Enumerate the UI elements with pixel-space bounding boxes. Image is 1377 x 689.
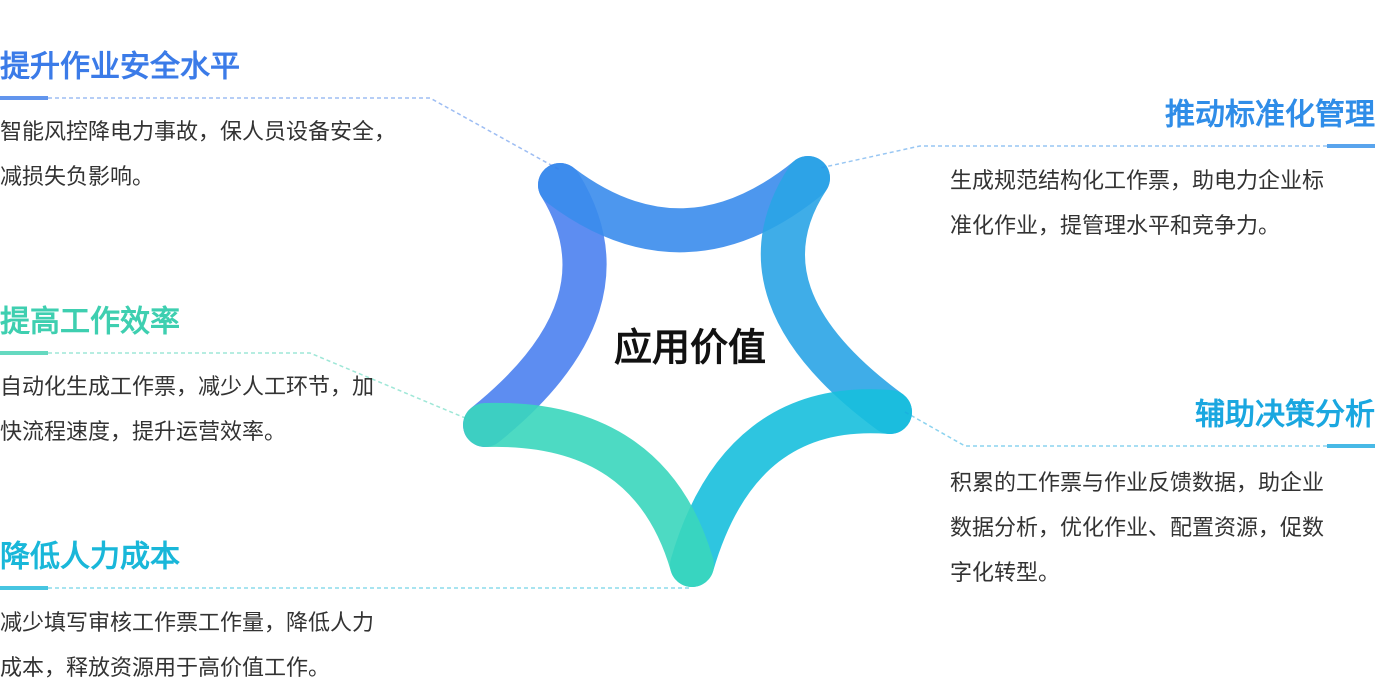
star-arc xyxy=(670,389,912,587)
title-underline xyxy=(0,586,48,590)
item-title: 提升作业安全水平 xyxy=(0,50,240,85)
title-underline xyxy=(0,351,48,355)
star-arc xyxy=(463,402,714,587)
item-description: 生成规范结构化工作票，助电力企业标 xyxy=(950,169,1324,194)
title-underline xyxy=(1327,144,1375,148)
connector xyxy=(819,145,1327,169)
item-description: 智能风控降电力事故，保人员设备安全， xyxy=(0,120,396,145)
star-arc xyxy=(463,163,607,447)
item-title: 降低人力成本 xyxy=(0,540,180,575)
connector xyxy=(48,352,471,421)
title-underline xyxy=(0,96,48,100)
item-title: 辅助决策分析 xyxy=(1195,398,1375,433)
center-label: 应用价值 xyxy=(614,326,766,370)
item-description: 积累的工作票与作业反馈数据，助企业 xyxy=(950,471,1324,496)
item-title: 推动标准化管理 xyxy=(1165,98,1375,133)
item-description: 数据分析，优化作业、配置资源，促数 xyxy=(950,516,1324,541)
star xyxy=(463,156,912,587)
item-title: 提高工作效率 xyxy=(0,305,180,340)
item-description: 字化转型。 xyxy=(950,561,1060,586)
connector xyxy=(48,97,561,171)
star-arc xyxy=(760,156,912,434)
item-description: 减损失负影响。 xyxy=(0,165,154,190)
item-description: 准化作业，提管理水平和竞争力。 xyxy=(950,214,1280,239)
item-description: 减少填写审核工作票工作量，降低人力 xyxy=(0,611,374,636)
connector xyxy=(904,411,1327,447)
item-description: 快流程速度，提升运营效率。 xyxy=(0,420,286,445)
item-description: 成本，释放资源用于高价值工作。 xyxy=(0,656,330,681)
title-underline xyxy=(1327,444,1375,448)
item-description: 自动化生成工作票，减少人工环节，加 xyxy=(0,375,374,400)
